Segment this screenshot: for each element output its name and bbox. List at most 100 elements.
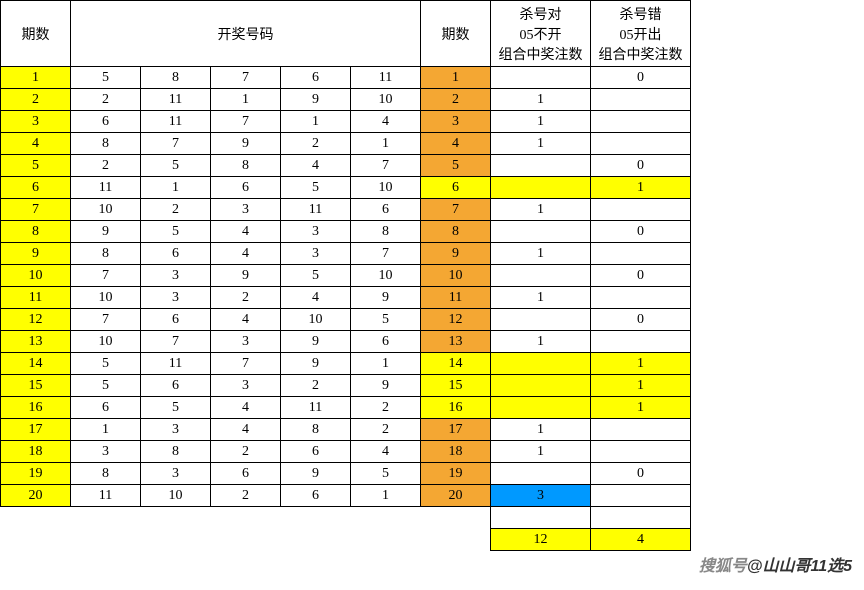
number-cell: 3 <box>141 463 211 485</box>
table-row: 1983695190 <box>1 463 739 485</box>
table-row: 98643791 <box>1 243 739 265</box>
period-cell: 5 <box>1 155 71 177</box>
extra-cell <box>691 243 739 265</box>
number-cell: 1 <box>211 89 281 111</box>
period2-cell: 5 <box>421 155 491 177</box>
period2-cell: 14 <box>421 353 491 375</box>
correct-cell: 3 <box>491 485 591 507</box>
period-cell: 1 <box>1 67 71 89</box>
lottery-table: 期数 开奖号码 期数 杀号对 05不开 组合中奖注数 杀号错 05开出 组合中奖… <box>0 0 739 551</box>
number-cell: 11 <box>141 111 211 133</box>
number-cell: 10 <box>351 177 421 199</box>
number-cell: 5 <box>141 221 211 243</box>
period-cell: 4 <box>1 133 71 155</box>
number-cell: 8 <box>351 221 421 243</box>
correct-cell <box>491 155 591 177</box>
period2-cell: 18 <box>421 441 491 463</box>
period2-cell: 11 <box>421 287 491 309</box>
number-cell: 9 <box>281 89 351 111</box>
table-row: 10739510100 <box>1 265 739 287</box>
table-row: 12764105120 <box>1 309 739 331</box>
period-cell: 2 <box>1 89 71 111</box>
header-wrong: 杀号错 05开出 组合中奖注数 <box>591 1 691 67</box>
number-cell: 8 <box>281 419 351 441</box>
correct-cell <box>491 221 591 243</box>
correct-cell: 1 <box>491 287 591 309</box>
wrong-cell <box>591 243 691 265</box>
period2-cell: 17 <box>421 419 491 441</box>
correct-cell: 1 <box>491 133 591 155</box>
number-cell: 5 <box>351 463 421 485</box>
number-cell: 1 <box>351 353 421 375</box>
extra-cell <box>691 221 739 243</box>
wrong-cell: 1 <box>591 353 691 375</box>
extra-cell <box>691 155 739 177</box>
extra-cell <box>691 1 739 67</box>
extra-cell <box>691 441 739 463</box>
spacer-wrong <box>591 507 691 529</box>
number-cell: 5 <box>141 397 211 419</box>
correct-cell: 1 <box>491 441 591 463</box>
correct-cell: 1 <box>491 199 591 221</box>
number-cell: 4 <box>211 243 281 265</box>
number-cell: 6 <box>211 177 281 199</box>
number-cell: 2 <box>71 89 141 111</box>
wrong-cell <box>591 287 691 309</box>
correct-cell <box>491 265 591 287</box>
correct-cell: 1 <box>491 331 591 353</box>
correct-cell <box>491 375 591 397</box>
number-cell: 9 <box>211 133 281 155</box>
period2-cell: 19 <box>421 463 491 485</box>
header-row: 期数 开奖号码 期数 杀号对 05不开 组合中奖注数 杀号错 05开出 组合中奖… <box>1 1 739 67</box>
correct-cell: 1 <box>491 89 591 111</box>
number-cell: 2 <box>281 133 351 155</box>
table-row: 11103249111 <box>1 287 739 309</box>
correct-cell <box>491 309 591 331</box>
period2-cell: 15 <box>421 375 491 397</box>
number-cell: 2 <box>281 375 351 397</box>
number-cell: 9 <box>281 331 351 353</box>
number-cell: 6 <box>141 375 211 397</box>
number-cell: 8 <box>211 155 281 177</box>
number-cell: 2 <box>351 419 421 441</box>
period2-cell: 4 <box>421 133 491 155</box>
number-cell: 3 <box>141 287 211 309</box>
period2-cell: 13 <box>421 331 491 353</box>
number-cell: 9 <box>351 375 421 397</box>
extra-cell <box>691 463 739 485</box>
number-cell: 11 <box>281 397 351 419</box>
spacer-row <box>1 507 739 529</box>
extra-cell <box>691 331 739 353</box>
number-cell: 5 <box>71 67 141 89</box>
number-cell: 3 <box>281 243 351 265</box>
number-cell: 5 <box>351 309 421 331</box>
number-cell: 7 <box>211 353 281 375</box>
wrong-cell <box>591 441 691 463</box>
correct-cell: 1 <box>491 243 591 265</box>
wrong-cell <box>591 133 691 155</box>
number-cell: 1 <box>71 419 141 441</box>
correct-cell <box>491 463 591 485</box>
number-cell: 2 <box>141 199 211 221</box>
period-cell: 8 <box>1 221 71 243</box>
table-row: 14511791141 <box>1 353 739 375</box>
number-cell: 1 <box>351 485 421 507</box>
wrong-cell: 0 <box>591 221 691 243</box>
table-row: 201110261203 <box>1 485 739 507</box>
table-row: 16654112161 <box>1 397 739 419</box>
number-cell: 5 <box>71 353 141 375</box>
number-cell: 6 <box>351 331 421 353</box>
number-cell: 9 <box>211 265 281 287</box>
extra-cell <box>691 111 739 133</box>
table-row: 52584750 <box>1 155 739 177</box>
number-cell: 10 <box>71 287 141 309</box>
period-cell: 13 <box>1 331 71 353</box>
wrong-cell <box>591 89 691 111</box>
number-cell: 6 <box>281 441 351 463</box>
watermark-prefix: 搜狐号 <box>699 558 747 575</box>
table-row: 13107396131 <box>1 331 739 353</box>
number-cell: 4 <box>351 111 421 133</box>
number-cell: 6 <box>351 199 421 221</box>
number-cell: 7 <box>71 265 141 287</box>
spacer-correct <box>491 507 591 529</box>
